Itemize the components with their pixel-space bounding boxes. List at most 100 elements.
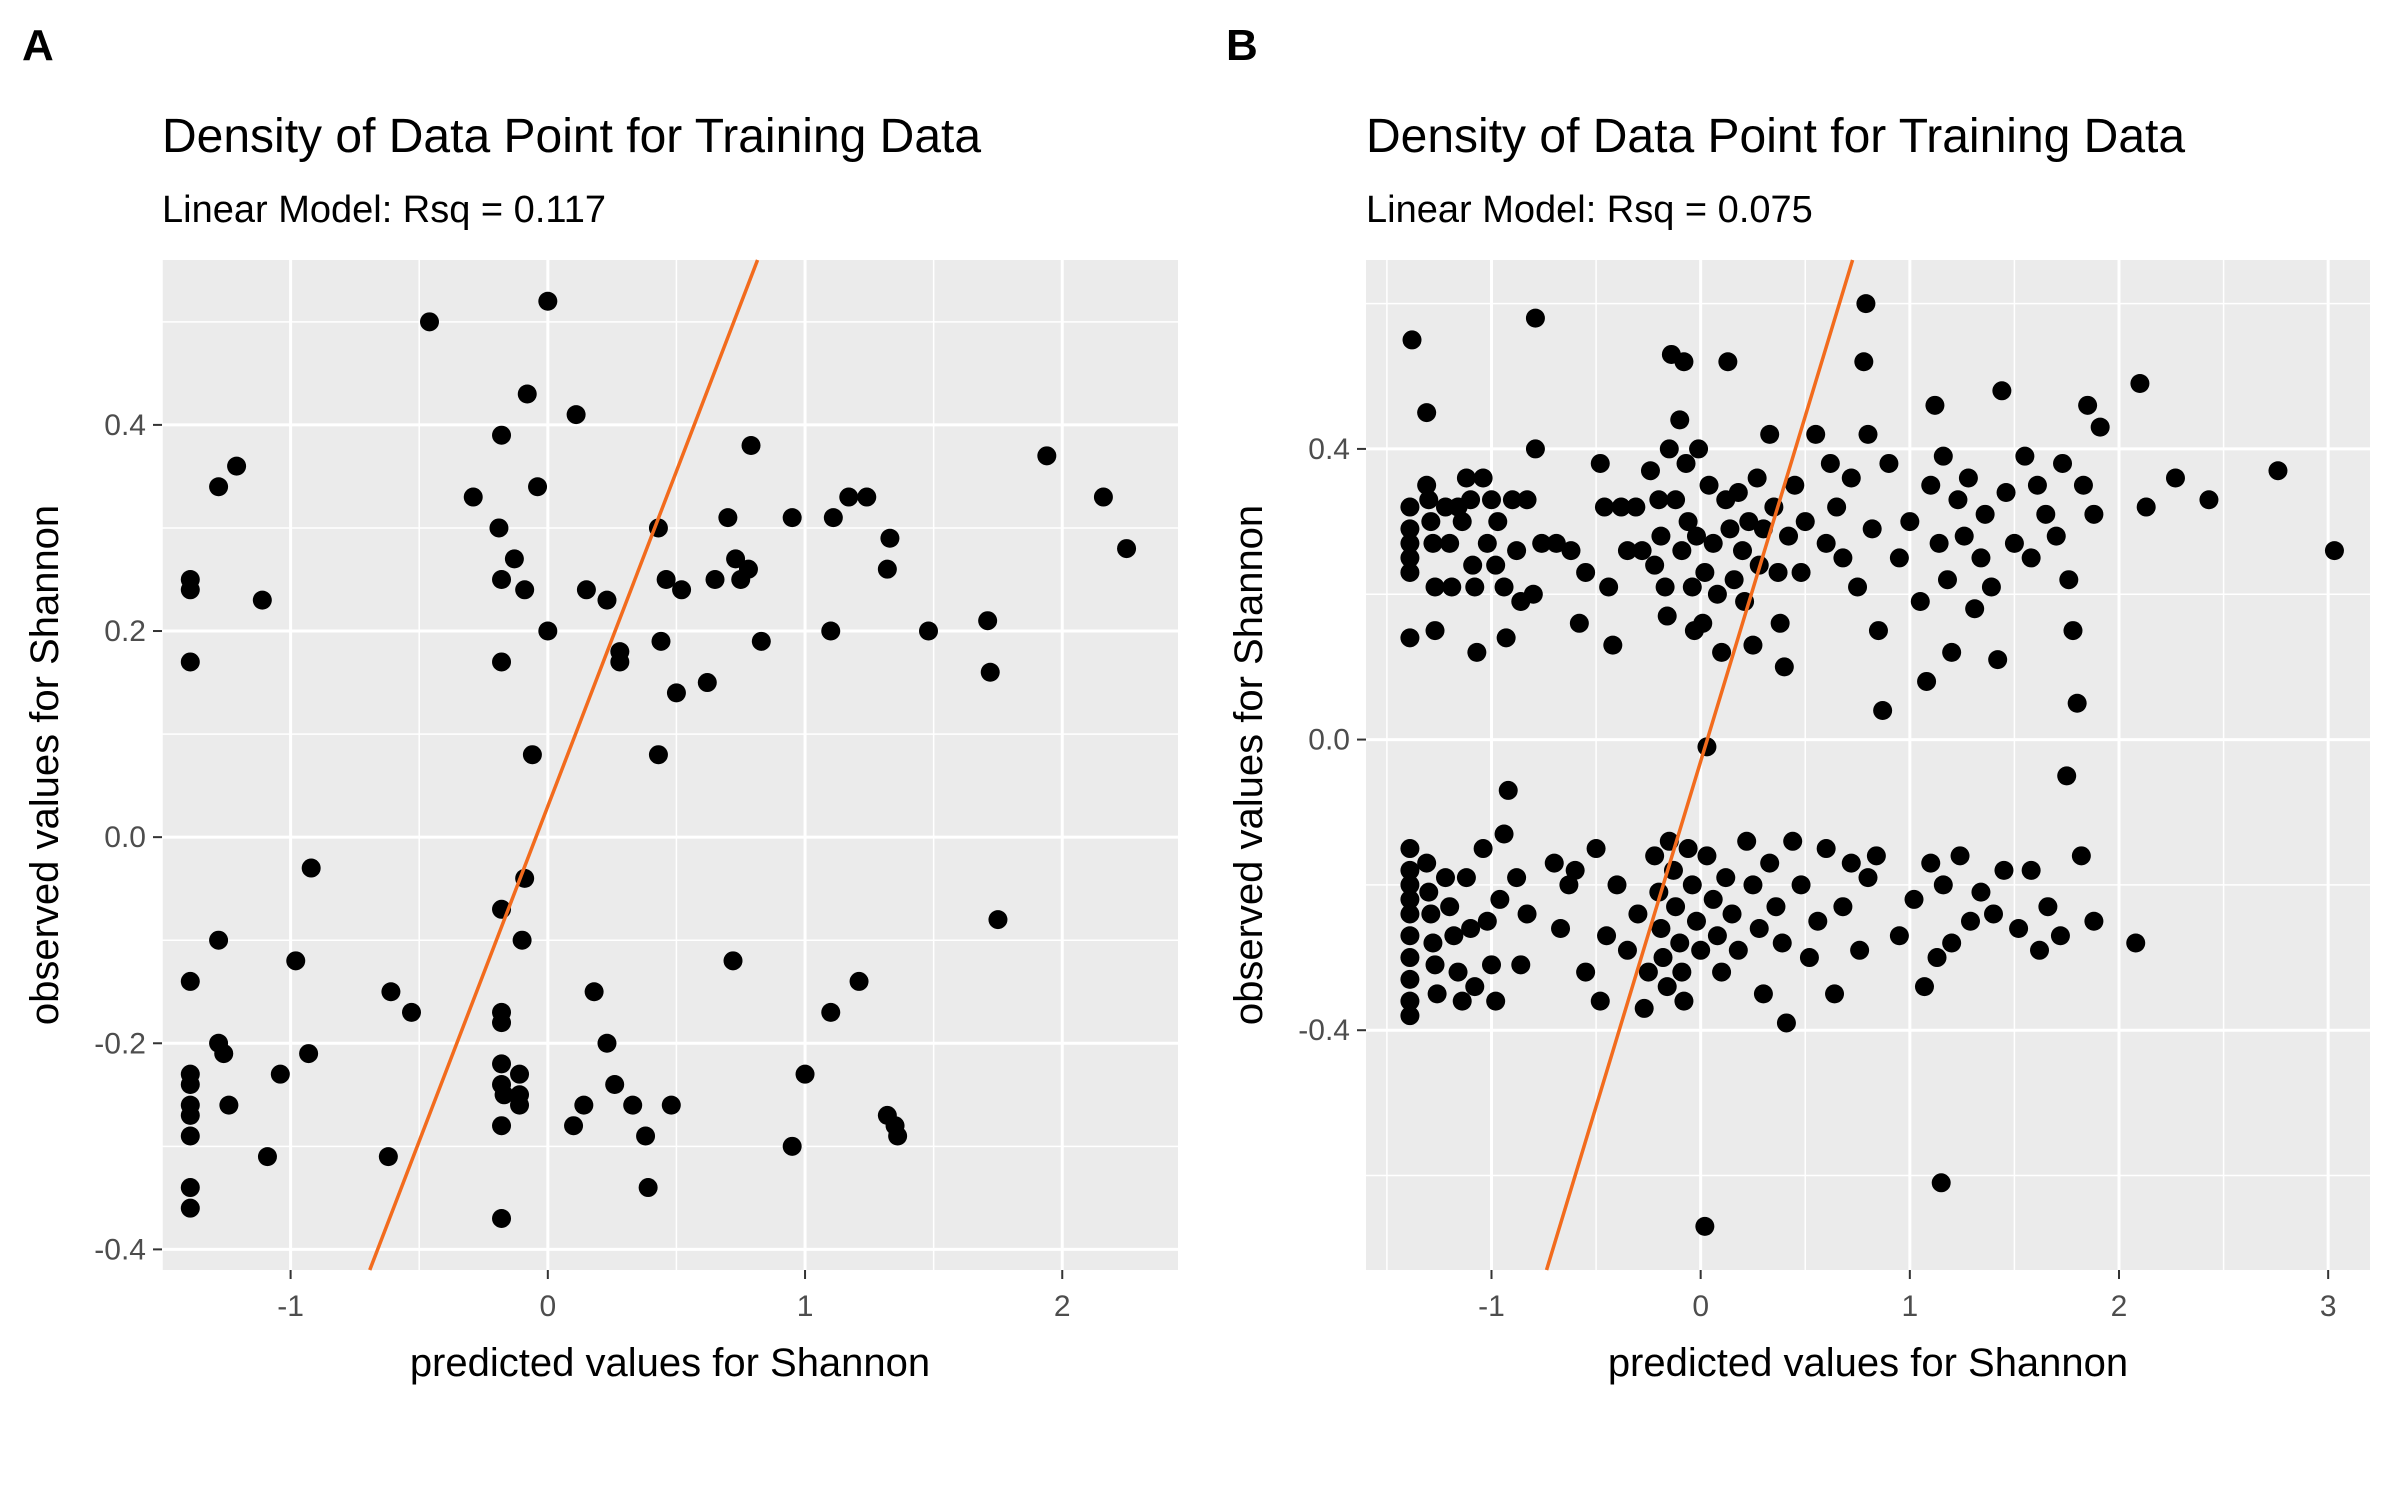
data-point [1400, 875, 1420, 895]
data-point [718, 508, 738, 528]
data-point [1960, 911, 1980, 931]
gridlines-b [1366, 260, 2370, 1270]
data-point [2009, 918, 2029, 938]
data-point [1889, 548, 1909, 568]
data-point [1494, 824, 1514, 844]
data-point [697, 673, 717, 693]
data-point [980, 662, 1000, 682]
data-point [672, 580, 692, 600]
data-point [2084, 911, 2104, 931]
data-point [751, 631, 771, 651]
data-point [1791, 562, 1811, 582]
data-point [1868, 621, 1888, 641]
data-point [299, 1044, 319, 1064]
data-point [1400, 1006, 1420, 1026]
data-point [1866, 846, 1886, 866]
data-point [1400, 533, 1420, 553]
data-point [1607, 875, 1627, 895]
data-point [510, 1064, 530, 1084]
data-point [180, 1198, 200, 1218]
data-point [574, 1095, 594, 1115]
data-point [1419, 882, 1439, 902]
data-point [1760, 853, 1780, 873]
data-point [1498, 780, 1518, 800]
data-point [1929, 533, 1949, 553]
data-point [638, 1178, 658, 1198]
data-point [877, 559, 897, 579]
data-point [492, 569, 512, 589]
data-point [1417, 475, 1437, 495]
data-point [1712, 642, 1732, 662]
scatter-points-a [180, 291, 1137, 1228]
data-point [1749, 918, 1769, 938]
data-point [1452, 512, 1472, 532]
data-point [1931, 1173, 1951, 1193]
data-point [1651, 918, 1671, 938]
data-point [1737, 831, 1757, 851]
data-point [2046, 526, 2066, 546]
data-point [2073, 475, 2093, 495]
data-point [648, 745, 668, 765]
fit-line-b [1544, 259, 1855, 1271]
data-point [1423, 533, 1443, 553]
data-point [1569, 613, 1589, 633]
data-point [597, 1033, 617, 1053]
data-point [1674, 352, 1694, 372]
data-point [1626, 497, 1646, 517]
data-point [1942, 642, 1962, 662]
data-point [1594, 497, 1614, 517]
data-point [2004, 533, 2024, 553]
data-point [180, 971, 200, 991]
data-point [1400, 497, 1420, 517]
data-point [2199, 490, 2219, 510]
data-point [2030, 940, 2050, 960]
y-tick-label: -0.4 [94, 1233, 146, 1266]
data-point [1400, 991, 1420, 1011]
data-point [1590, 453, 1610, 473]
data-point [782, 1136, 802, 1156]
chart-subtitle-a: Linear Model: Rsq = 0.117 [162, 189, 606, 231]
data-point [1659, 439, 1679, 459]
data-point [1666, 897, 1686, 917]
data-point [1674, 991, 1694, 1011]
data-point [1783, 831, 1803, 851]
data-point [623, 1095, 643, 1115]
data-point [1546, 533, 1566, 553]
data-point [1421, 512, 1441, 532]
data-point [1799, 948, 1819, 968]
data-point [1444, 926, 1464, 946]
data-point [1933, 875, 1953, 895]
data-point [515, 580, 535, 600]
data-point [1816, 839, 1836, 859]
data-point [1590, 991, 1610, 1011]
data-point [209, 930, 229, 950]
data-point [1400, 926, 1420, 946]
data-point [1640, 461, 1660, 481]
data-point [1720, 519, 1740, 539]
data-point [1477, 911, 1497, 931]
data-point [1496, 628, 1516, 648]
data-point [1937, 570, 1957, 590]
data-point [1686, 911, 1706, 931]
data-point [1722, 904, 1742, 924]
data-point [661, 1095, 681, 1115]
x-tick-label: 2 [1054, 1290, 1071, 1323]
data-point [1850, 940, 1870, 960]
data-point [401, 1002, 421, 1022]
data-point [420, 312, 440, 332]
data-point [180, 1074, 200, 1094]
data-point [1490, 889, 1510, 909]
data-point [1933, 446, 1953, 466]
data-point [1634, 998, 1654, 1018]
data-point [1565, 860, 1585, 880]
data-point [1743, 875, 1763, 895]
data-point [1693, 613, 1713, 633]
data-point [1117, 539, 1137, 559]
data-point [1507, 541, 1527, 561]
data-point [1779, 526, 1799, 546]
data-point [1774, 657, 1794, 677]
x-axis-label-b: predicted values for Shannon [1608, 1341, 2128, 1385]
data-point [1827, 497, 1847, 517]
x-tick-label: 1 [797, 1290, 814, 1323]
data-point [1772, 933, 1792, 953]
